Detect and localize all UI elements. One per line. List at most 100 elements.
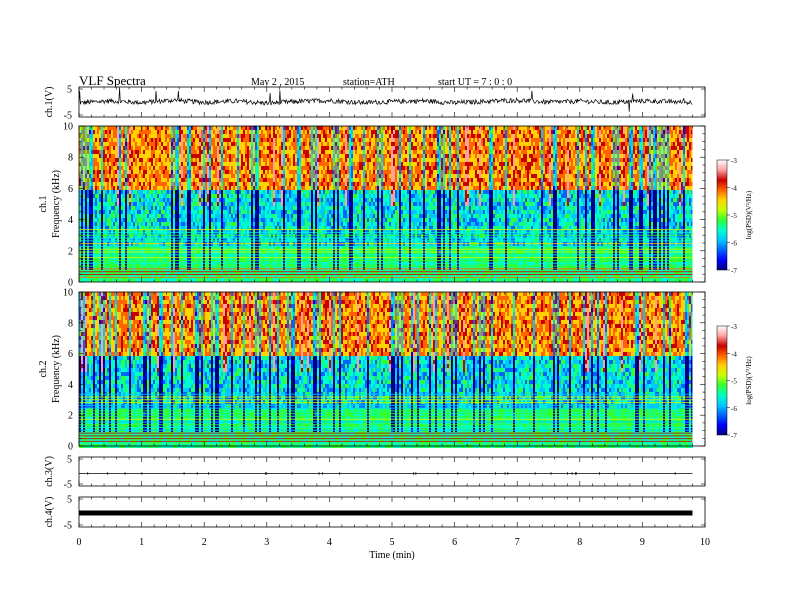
spectrogram-column (417, 126, 419, 282)
spectrogram-column (435, 292, 437, 448)
start-time-label: start UT = 7 : 0 : 0 (438, 77, 512, 88)
spectrogram-column (607, 126, 609, 282)
spectrogram-column (179, 126, 181, 282)
spectrogram-column (575, 126, 577, 282)
spectrogram-column (371, 126, 373, 282)
y-tick-label: 5 (67, 495, 72, 506)
spectrogram-column (97, 126, 99, 282)
spectrogram-column (221, 126, 223, 282)
spectrogram-column (655, 126, 657, 282)
spectrogram-column (339, 292, 341, 448)
spectrogram-column (657, 292, 659, 448)
spectrogram-column (499, 126, 501, 282)
spectrogram-column (307, 292, 309, 448)
spectrogram-column (455, 126, 457, 282)
spectrogram-column (421, 126, 423, 282)
spectrogram-column (387, 292, 389, 448)
spectrogram-column (175, 126, 177, 282)
spectrogram-column (641, 126, 643, 282)
spectrogram-column (465, 126, 467, 282)
x-tick-label: 10 (700, 537, 710, 548)
spectrogram-column (173, 292, 175, 448)
spectrogram-column (181, 126, 183, 282)
spectrogram-column (147, 126, 149, 282)
colorbar-tick-label: -4 (731, 350, 737, 358)
spectrogram-column (503, 126, 505, 282)
spectrogram-column (91, 126, 93, 282)
spectrogram-column (543, 292, 545, 448)
spectrogram-column (133, 126, 135, 282)
spectrogram-column (677, 126, 679, 282)
spectrogram-column (631, 126, 633, 282)
x-tick-label: 4 (327, 537, 332, 548)
spectrogram-column (647, 126, 649, 282)
spectrogram-column (305, 126, 307, 282)
spectrogram-column (181, 292, 183, 448)
spectrogram-column (223, 126, 225, 282)
y-tick-label: 8 (68, 318, 73, 329)
spectrogram-column (589, 126, 591, 282)
spectrogram-column (357, 126, 359, 282)
spectrogram-column (461, 126, 463, 282)
spectrogram-column (565, 126, 567, 282)
spectrogram-column (443, 126, 445, 282)
spectrogram-column (661, 292, 663, 448)
spectrogram-column (617, 292, 619, 448)
spectrogram-column (309, 292, 311, 448)
spectrogram-column (359, 292, 361, 448)
spectrogram-column (171, 126, 173, 282)
spectrogram-column (235, 292, 237, 448)
y-tick-label: 6 (68, 349, 73, 360)
spectrogram-column (301, 126, 303, 282)
spectrogram-column (677, 292, 679, 448)
spectrogram-column (555, 292, 557, 448)
spectrogram-column (79, 292, 81, 448)
spectrogram-column (617, 126, 619, 282)
spectrogram-column (381, 126, 383, 282)
spectrogram-column (549, 292, 551, 448)
x-tick-label: 2 (202, 537, 207, 548)
spectrogram-column (187, 126, 189, 282)
x-tick-label: 6 (452, 537, 457, 548)
x-tick-label: 1 (139, 537, 144, 548)
spectrogram-column (377, 126, 379, 282)
colorbar-tick-label: -4 (731, 185, 737, 193)
spectrogram-column (535, 126, 537, 282)
spectrogram-column (389, 126, 391, 282)
spectrogram-column (479, 126, 481, 282)
y-axis-label: ch.3(V) (44, 456, 55, 487)
spectrogram-column (369, 126, 371, 282)
spectrogram-harmonic-lines (79, 393, 693, 442)
colorbar-scale (716, 159, 728, 271)
spectrogram-column (473, 126, 475, 282)
colorbar-tick-label: -5 (731, 378, 737, 386)
spectrogram-column (267, 126, 269, 282)
y-tick-label: 2 (68, 246, 73, 257)
spectrogram-column (355, 126, 357, 282)
spectrogram-column (573, 126, 575, 282)
spectrogram-column (157, 126, 159, 282)
spectrogram-column (465, 292, 467, 448)
spectrogram-column (355, 292, 357, 448)
spectrogram-column (313, 126, 315, 282)
spectrogram-column (423, 126, 425, 282)
waveform-ch1-wave (78, 87, 693, 112)
spectrogram-column (89, 126, 91, 282)
spectrogram-column (385, 126, 387, 282)
spectrogram-column (111, 126, 113, 282)
spectrogram-column (321, 126, 323, 282)
spectrogram-column (471, 126, 473, 282)
spectrogram-column (419, 126, 421, 282)
spectrogram-column (155, 126, 157, 282)
spectrogram-column (519, 126, 521, 282)
spectrogram-column (551, 126, 553, 282)
spectrogram-column (191, 126, 193, 282)
spectrogram-column (103, 126, 105, 282)
spectrogram-column (227, 292, 229, 448)
spectrogram-column (533, 292, 535, 448)
colorbar-tick-label: -5 (731, 212, 737, 220)
spectrogram-column (429, 126, 431, 282)
spectrogram-column (293, 126, 295, 282)
spectrogram-column (495, 126, 497, 282)
ch1-trace (78, 87, 693, 112)
